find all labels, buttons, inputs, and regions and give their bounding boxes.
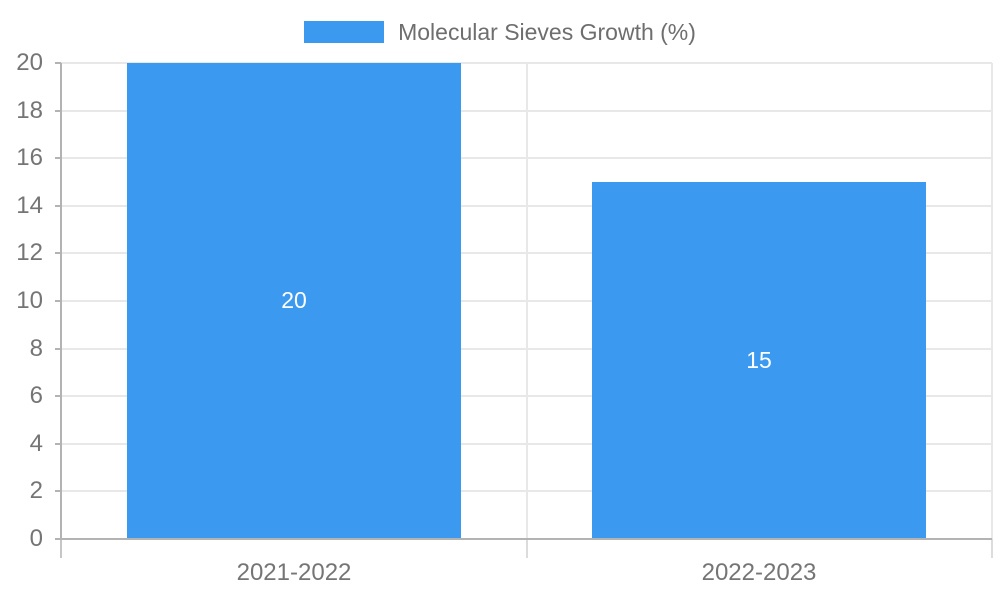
y-axis-tick: [55, 538, 61, 540]
y-gridline: [55, 62, 992, 64]
x-axis-tick: [991, 539, 993, 558]
y-axis-tick: [55, 443, 61, 445]
bar-value-label: 15: [746, 347, 772, 373]
y-axis-line: [60, 63, 62, 539]
x-axis-tick: [60, 539, 62, 558]
y-axis-tick-label: 8: [29, 335, 43, 362]
y-axis-tick: [55, 62, 61, 64]
bar-2022-2023[interactable]: [592, 182, 926, 538]
y-axis-tick: [55, 348, 61, 350]
y-gridline: [55, 490, 992, 492]
bar-2021-2022[interactable]: [127, 63, 461, 538]
y-gridline: [55, 110, 992, 112]
y-gridline: [55, 443, 992, 445]
y-axis-tick: [55, 252, 61, 254]
bar-value-label: 20: [281, 287, 307, 313]
x-boundary-gridline: [991, 63, 993, 539]
y-gridline: [55, 395, 992, 397]
y-axis-tick: [55, 157, 61, 159]
x-axis-tick: [526, 539, 528, 558]
y-gridline: [55, 157, 992, 159]
chart-legend[interactable]: Molecular Sieves Growth (%): [0, 19, 1000, 45]
y-axis-tick-label: 16: [16, 144, 43, 171]
y-gridline: [55, 205, 992, 207]
y-axis-tick-label: 14: [16, 192, 43, 219]
y-axis-tick-label: 6: [29, 382, 43, 409]
y-axis-tick-label: 4: [29, 430, 43, 457]
x-axis-category-label: 2022-2023: [701, 559, 817, 586]
y-axis-tick-label: 2: [29, 477, 43, 504]
x-axis-category-label: 2021-2022: [236, 559, 352, 586]
y-axis-tick-label: 18: [16, 97, 43, 124]
legend-label[interactable]: Molecular Sieves Growth (%): [398, 19, 696, 45]
y-axis-tick-label: 0: [29, 525, 43, 552]
x-boundary-gridline: [526, 63, 528, 539]
y-gridline: [55, 300, 992, 302]
y-gridline: [55, 348, 992, 350]
legend-swatch[interactable]: [304, 21, 385, 43]
y-axis-tick: [55, 490, 61, 492]
y-axis-tick: [55, 300, 61, 302]
y-axis-tick: [55, 110, 61, 112]
y-axis-tick-label: 20: [16, 49, 43, 76]
y-axis-tick: [55, 205, 61, 207]
x-axis-line: [60, 538, 992, 540]
y-axis-tick-label: 10: [16, 287, 43, 314]
y-gridline: [55, 252, 992, 254]
y-axis-tick-label: 12: [16, 239, 43, 266]
y-axis-tick: [55, 395, 61, 397]
